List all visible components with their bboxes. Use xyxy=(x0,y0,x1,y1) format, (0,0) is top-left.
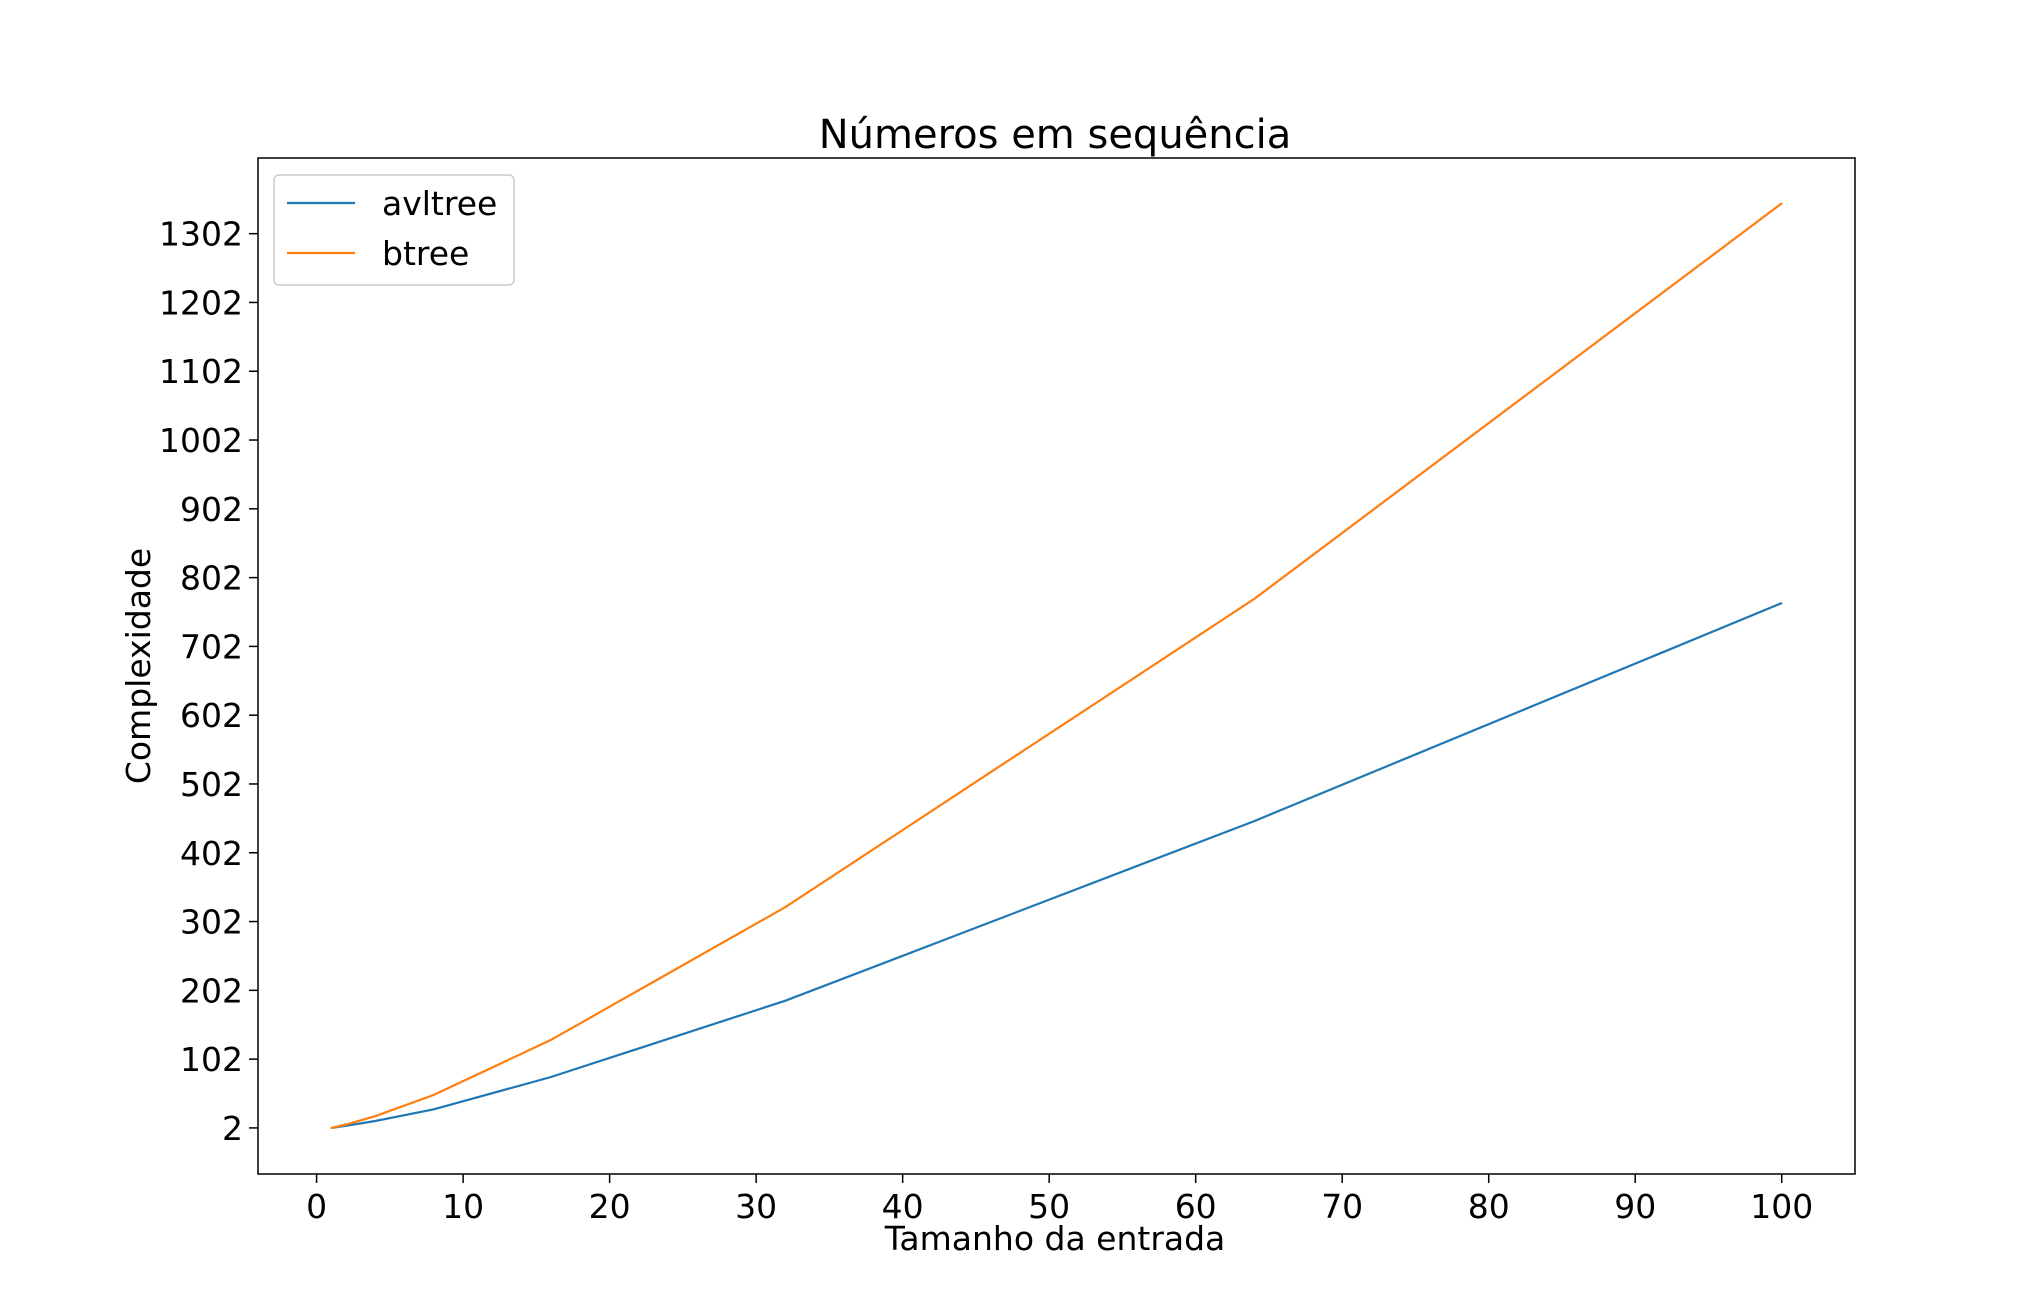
y-tick-label: 1002 xyxy=(159,421,243,460)
x-tick-label: 50 xyxy=(1028,1187,1070,1226)
y-axis: 2 102 202 302 402 502 602 702 802 902 1002 1102 1202… xyxy=(159,215,258,1148)
x-tick-label: 0 xyxy=(306,1187,327,1226)
x-tick-label: 30 xyxy=(735,1187,777,1226)
data-point-avltree xyxy=(1253,820,1256,822)
x-tick-label: 20 xyxy=(589,1187,631,1226)
y-tick-label: 1302 xyxy=(159,215,243,254)
plot-lines xyxy=(330,202,1783,1129)
x-tick-label: 40 xyxy=(882,1187,924,1226)
data-point-btree xyxy=(345,1123,347,1126)
chart-title: Números em sequência xyxy=(819,112,1292,158)
legend: avltree btree xyxy=(273,174,515,286)
y-tick-label: 102 xyxy=(180,1040,243,1079)
y-tick-label: 1202 xyxy=(159,283,243,322)
x-axis: 0 10 20 30 40 50 60 70 80 90 100 xyxy=(306,1174,1813,1226)
x-tick-label: 60 xyxy=(1175,1187,1217,1226)
data-point-avltree xyxy=(550,1076,552,1078)
y-tick-label: 302 xyxy=(180,903,243,942)
data-point-btree xyxy=(1780,202,1783,205)
y-axis-title: Complexidade xyxy=(119,548,158,784)
x-tick-label: 90 xyxy=(1614,1187,1656,1226)
series-line-avltree xyxy=(331,602,1783,1129)
y-tick-label: 502 xyxy=(180,765,243,804)
x-tick-label: 70 xyxy=(1321,1187,1363,1226)
data-point-btree xyxy=(784,906,787,908)
x-tick-label: 10 xyxy=(442,1187,484,1226)
x-tick-label: 100 xyxy=(1750,1187,1813,1226)
y-tick-label: 702 xyxy=(180,627,243,666)
legend-label-avltree: avltree xyxy=(382,184,497,223)
data-point-btree xyxy=(550,1039,552,1041)
x-axis-title: Tamanho da entrada xyxy=(884,1219,1226,1258)
data-point-avltree xyxy=(433,1108,435,1111)
data-point-btree xyxy=(433,1094,435,1096)
data-point-btree xyxy=(330,1127,333,1129)
y-tick-label: 2 xyxy=(222,1109,243,1148)
y-tick-label: 402 xyxy=(180,834,243,873)
data-point-btree xyxy=(374,1115,377,1118)
series-line-btree xyxy=(331,202,1783,1129)
y-tick-label: 902 xyxy=(180,490,243,529)
data-point-avltree xyxy=(784,999,787,1002)
x-tick-label: 80 xyxy=(1468,1187,1510,1226)
y-tick-label: 1102 xyxy=(159,352,243,391)
y-tick-label: 602 xyxy=(180,696,243,735)
data-point-avltree xyxy=(1780,602,1783,604)
data-point-btree xyxy=(1253,598,1256,600)
plot-frame xyxy=(257,157,1856,1175)
data-point-avltree xyxy=(374,1120,377,1122)
y-tick-label: 802 xyxy=(180,559,243,598)
y-tick-label: 202 xyxy=(180,971,243,1010)
legend-label-btree: btree xyxy=(382,234,469,273)
